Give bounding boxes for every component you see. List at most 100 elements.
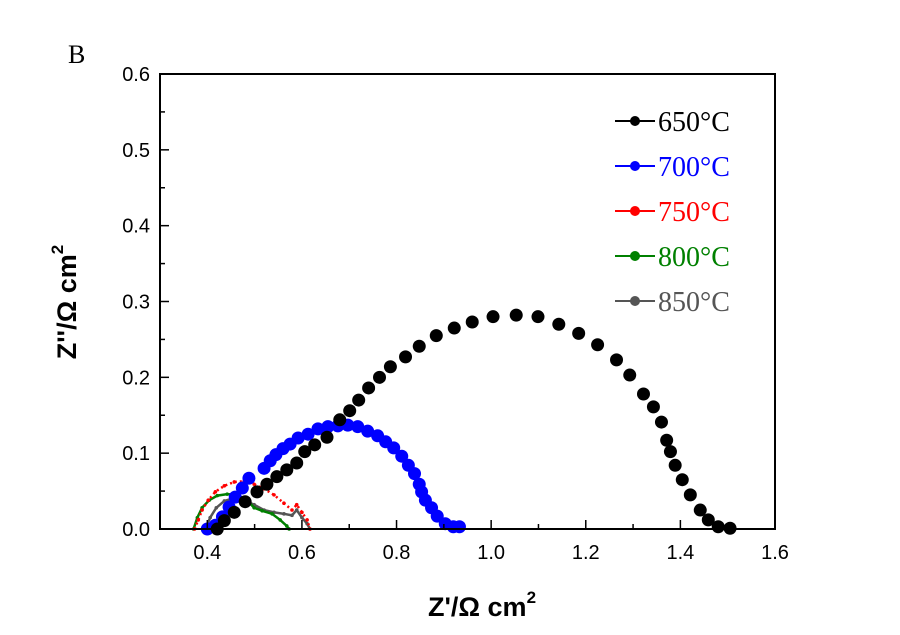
data-point [636, 387, 650, 401]
data-point [301, 427, 315, 441]
data-point [208, 515, 212, 520]
data-point [675, 473, 689, 487]
data-point [351, 420, 365, 434]
legend-marker [630, 206, 640, 216]
y-tick-label: 0.5 [122, 140, 150, 162]
panel-label: B [68, 40, 85, 69]
data-point [311, 422, 325, 436]
x-tick-label: 1.6 [761, 542, 789, 564]
data-point [294, 502, 299, 507]
y-axis-title-text: Z''/Ω cm [52, 254, 82, 359]
y-tick-label: 0.0 [122, 519, 150, 541]
legend-label: 650°C [658, 107, 730, 138]
legend-marker [630, 296, 640, 306]
data-point [452, 520, 466, 534]
data-point [693, 503, 707, 517]
data-point [395, 449, 409, 463]
data-point [238, 495, 252, 509]
data-point [290, 508, 294, 512]
data-point [486, 310, 500, 324]
series-layer [191, 308, 737, 536]
legend: 650°C 700°C 750°C 800°C 850°C [615, 107, 730, 318]
legend-label: 800°C [658, 242, 730, 273]
data-point [308, 438, 322, 452]
data-point [225, 492, 229, 496]
data-point [333, 413, 347, 427]
x-tick-label: 1.4 [666, 542, 694, 564]
data-point [343, 404, 357, 418]
data-point [280, 463, 294, 477]
data-point [320, 430, 334, 444]
x-axis-title-sup: 2 [527, 588, 536, 607]
data-point [250, 485, 264, 499]
data-point [361, 424, 375, 438]
data-point [232, 480, 237, 484]
data-point [623, 368, 637, 382]
data-point [591, 338, 605, 352]
data-point [321, 420, 335, 434]
ticks-layer: 0.4 0.6 0.8 1.0 1.2 1.4 1.6 0.0 0.1 0.2 0.3 0.4 0.5 0… [122, 64, 789, 564]
data-point [646, 400, 660, 414]
legend-marker [630, 116, 640, 126]
data-point [305, 518, 309, 522]
data-point [572, 326, 586, 340]
data-point [300, 510, 304, 515]
data-point [260, 477, 274, 491]
y-axis-title-sup: 2 [48, 245, 67, 254]
data-point [399, 350, 413, 364]
data-point [282, 512, 286, 516]
data-point [252, 505, 256, 510]
data-point [373, 370, 387, 384]
data-point [362, 381, 376, 395]
data-point [429, 329, 443, 343]
y-tick-label: 0.3 [122, 292, 150, 314]
x-axis-title: Z'/Ω cm2 [428, 588, 536, 622]
legend-marker [630, 161, 640, 171]
data-point [383, 360, 397, 374]
data-point [282, 501, 286, 506]
data-point [531, 310, 545, 324]
data-point [213, 490, 218, 494]
data-point [260, 509, 264, 513]
data-point [196, 518, 201, 522]
data-point [215, 493, 220, 498]
y-tick-label: 0.4 [122, 216, 150, 238]
legend-label: 850°C [658, 287, 730, 318]
data-point [235, 481, 249, 495]
data-point [290, 513, 294, 518]
data-point [294, 508, 299, 512]
data-point [654, 415, 668, 429]
data-point [408, 467, 422, 481]
data-point [252, 482, 256, 487]
legend-label: 700°C [658, 152, 730, 183]
data-point [278, 518, 282, 522]
x-tick-label: 0.6 [288, 542, 316, 564]
y-tick-label: 0.1 [122, 443, 150, 465]
legend-item: 850°C [615, 287, 730, 318]
data-point [200, 508, 204, 512]
legend-item: 700°C [615, 152, 730, 183]
data-point [701, 513, 715, 527]
data-point [660, 433, 674, 447]
legend-item: 650°C [615, 107, 730, 138]
data-point [352, 393, 366, 407]
data-point [214, 505, 219, 510]
data-point [291, 431, 305, 445]
data-point [509, 308, 523, 322]
data-point [272, 493, 276, 497]
data-point [465, 315, 479, 329]
data-point [663, 445, 677, 459]
legend-item: 750°C [615, 197, 730, 228]
data-point [683, 488, 697, 502]
data-point [552, 317, 566, 331]
y-tick-label: 0.2 [122, 367, 150, 389]
data-point [217, 514, 231, 528]
x-tick-label: 1.2 [572, 542, 600, 564]
data-point [300, 515, 304, 520]
x-axis-title-text: Z'/Ω cm [428, 592, 527, 622]
data-point [711, 520, 725, 534]
data-point [284, 524, 289, 528]
data-point [610, 353, 624, 367]
data-point [387, 441, 401, 455]
